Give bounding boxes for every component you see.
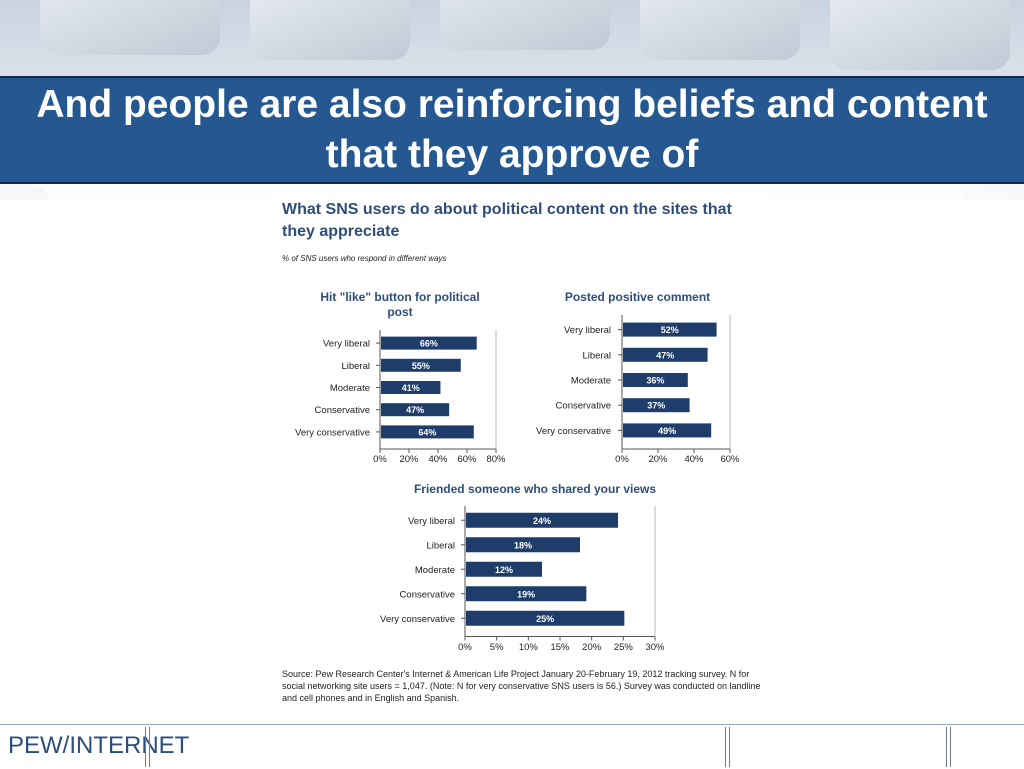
category-label: Conservative <box>400 589 455 600</box>
data-label: 19% <box>517 589 535 599</box>
bar <box>623 398 690 413</box>
category-label: Liberal <box>426 540 455 551</box>
footer-divider <box>145 727 150 767</box>
x-tick-label: 0% <box>615 454 629 465</box>
x-tick-label: 60% <box>720 454 740 465</box>
data-label: 24% <box>533 516 551 526</box>
figure-title: What SNS users do about political conten… <box>282 201 732 240</box>
category-label: Conservative <box>315 405 370 416</box>
data-label: 47% <box>656 350 674 360</box>
chart-3-title: Friended someone who shared your views <box>413 482 657 496</box>
bar <box>623 373 688 387</box>
data-label: 36% <box>646 376 664 386</box>
x-tick-label: 25% <box>614 642 634 653</box>
category-label: Very liberal <box>323 339 370 350</box>
data-label: 37% <box>647 401 665 411</box>
bar <box>381 403 450 417</box>
data-label: 25% <box>536 614 554 624</box>
category-label: Moderate <box>330 383 370 394</box>
slide-title: And people are also reinforcing beliefs … <box>36 83 988 176</box>
category-label: Very liberal <box>408 516 455 527</box>
x-tick-label: 60% <box>457 454 477 465</box>
pew-internet-logo: PEW/INTERNET <box>8 732 190 759</box>
data-label: 55% <box>412 361 430 371</box>
category-label: Liberal <box>582 350 611 361</box>
bar <box>466 537 580 553</box>
data-label: 18% <box>514 540 532 550</box>
title-band <box>0 76 1024 184</box>
x-tick-label: 20% <box>399 454 419 465</box>
data-label: 52% <box>661 325 679 335</box>
x-tick-label: 0% <box>373 454 387 465</box>
chart-2-title: Posted positive comment <box>564 290 711 304</box>
chart-1-title: Hit "like" button for political post <box>320 290 480 319</box>
bar <box>466 610 625 626</box>
category-label: Very liberal <box>564 325 611 336</box>
data-label: 12% <box>495 565 513 575</box>
category-label: Moderate <box>415 565 455 576</box>
data-label: 47% <box>406 405 424 415</box>
bar <box>381 425 474 439</box>
data-label: 41% <box>402 383 420 393</box>
category-label: Conservative <box>556 401 611 412</box>
bar <box>466 512 618 528</box>
data-label: 66% <box>420 339 438 349</box>
x-tick-label: 15% <box>550 642 570 653</box>
footer-divider <box>725 727 730 767</box>
figure-subtitle: % of SNS users who respond in different … <box>282 254 447 263</box>
x-tick-label: 30% <box>645 642 665 653</box>
x-tick-label: 10% <box>519 642 539 653</box>
bar <box>623 423 712 438</box>
category-label: Very conservative <box>295 427 370 438</box>
bar <box>381 358 461 372</box>
category-label: Very conservative <box>380 614 455 625</box>
bar <box>381 336 477 350</box>
x-tick-label: 0% <box>458 642 472 653</box>
x-tick-label: 5% <box>490 642 504 653</box>
data-label: 49% <box>658 426 676 436</box>
source-note: Source: Pew Research Center's Internet &… <box>282 669 761 703</box>
x-tick-label: 80% <box>486 454 506 465</box>
data-label: 64% <box>418 427 436 437</box>
category-label: Moderate <box>571 376 611 387</box>
x-tick-label: 20% <box>648 454 668 465</box>
bar <box>381 381 441 394</box>
footer-divider <box>946 727 951 767</box>
bar <box>466 561 542 577</box>
x-tick-label: 20% <box>582 642 602 653</box>
footer-bar <box>0 724 1024 769</box>
bar <box>623 322 717 337</box>
x-tick-label: 40% <box>684 454 704 465</box>
category-label: Very conservative <box>536 426 611 437</box>
bar <box>466 586 587 602</box>
bar <box>623 347 708 362</box>
category-label: Liberal <box>341 361 370 372</box>
x-tick-label: 40% <box>428 454 448 465</box>
